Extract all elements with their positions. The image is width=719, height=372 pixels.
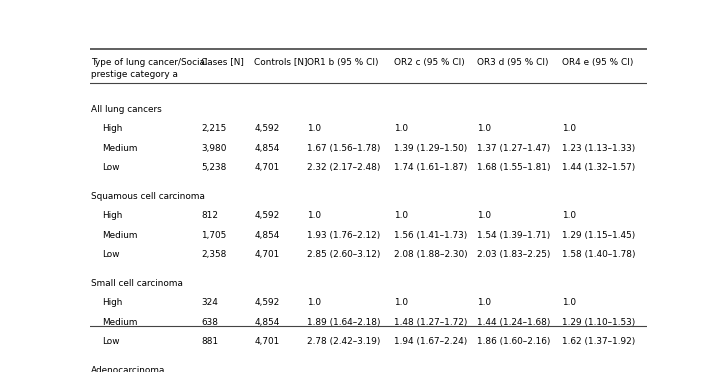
Text: 1.74 (1.61–1.87): 1.74 (1.61–1.87) [393, 163, 467, 172]
Text: OR4 e (95 % CI): OR4 e (95 % CI) [562, 58, 633, 67]
Text: 1.86 (1.60–2.16): 1.86 (1.60–2.16) [477, 337, 551, 346]
Text: 881: 881 [201, 337, 219, 346]
Text: 1.56 (1.41–1.73): 1.56 (1.41–1.73) [393, 231, 467, 240]
Text: 1.54 (1.39–1.71): 1.54 (1.39–1.71) [477, 231, 551, 240]
Text: Controls [N]: Controls [N] [255, 58, 308, 67]
Text: 1.0: 1.0 [562, 211, 577, 220]
Text: 2.78 (2.42–3.19): 2.78 (2.42–3.19) [307, 337, 380, 346]
Text: 4,854: 4,854 [255, 318, 280, 327]
Text: 2,358: 2,358 [201, 250, 226, 259]
Text: 2.08 (1.88–2.30): 2.08 (1.88–2.30) [393, 250, 467, 259]
Text: 1.93 (1.76–2.12): 1.93 (1.76–2.12) [307, 231, 380, 240]
Text: OR1 b (95 % CI): OR1 b (95 % CI) [307, 58, 379, 67]
Text: 2.32 (2.17–2.48): 2.32 (2.17–2.48) [307, 163, 380, 172]
Text: 1.0: 1.0 [477, 211, 491, 220]
Text: 1.0: 1.0 [307, 124, 321, 133]
Text: 1.67 (1.56–1.78): 1.67 (1.56–1.78) [307, 144, 380, 153]
Text: 1.0: 1.0 [477, 124, 491, 133]
Text: 4,701: 4,701 [255, 163, 280, 172]
Text: 1.44 (1.32–1.57): 1.44 (1.32–1.57) [562, 163, 636, 172]
Text: 1.0: 1.0 [477, 298, 491, 307]
Text: prestige category a: prestige category a [91, 70, 178, 79]
Text: 1.0: 1.0 [307, 211, 321, 220]
Text: 1.0: 1.0 [562, 298, 577, 307]
Text: 1.0: 1.0 [393, 211, 408, 220]
Text: 1.29 (1.10–1.53): 1.29 (1.10–1.53) [562, 318, 636, 327]
Text: 2.85 (2.60–3.12): 2.85 (2.60–3.12) [307, 250, 380, 259]
Text: Low: Low [102, 163, 119, 172]
Text: 1.89 (1.64–2.18): 1.89 (1.64–2.18) [307, 318, 380, 327]
Text: 1.44 (1.24–1.68): 1.44 (1.24–1.68) [477, 318, 551, 327]
Text: 1.0: 1.0 [393, 124, 408, 133]
Text: 812: 812 [201, 211, 219, 220]
Text: 1.23 (1.13–1.33): 1.23 (1.13–1.33) [562, 144, 636, 153]
Text: Small cell carcinoma: Small cell carcinoma [91, 279, 183, 288]
Text: 5,238: 5,238 [201, 163, 226, 172]
Text: 1.39 (1.29–1.50): 1.39 (1.29–1.50) [393, 144, 467, 153]
Text: Squamous cell carcinoma: Squamous cell carcinoma [91, 192, 205, 201]
Text: High: High [102, 124, 122, 133]
Text: 4,701: 4,701 [255, 250, 280, 259]
Text: 4,854: 4,854 [255, 231, 280, 240]
Text: 1.0: 1.0 [562, 124, 577, 133]
Text: 1.37 (1.27–1.47): 1.37 (1.27–1.47) [477, 144, 551, 153]
Text: Cases [N]: Cases [N] [201, 58, 244, 67]
Text: 1.58 (1.40–1.78): 1.58 (1.40–1.78) [562, 250, 636, 259]
Text: 4,592: 4,592 [255, 211, 280, 220]
Text: Low: Low [102, 250, 119, 259]
Text: 1,705: 1,705 [201, 231, 226, 240]
Text: Medium: Medium [102, 144, 137, 153]
Text: All lung cancers: All lung cancers [91, 105, 162, 114]
Text: 4,592: 4,592 [255, 298, 280, 307]
Text: OR2 c (95 % CI): OR2 c (95 % CI) [393, 58, 464, 67]
Text: 4,701: 4,701 [255, 337, 280, 346]
Text: 1.0: 1.0 [307, 298, 321, 307]
Text: Medium: Medium [102, 318, 137, 327]
Text: Low: Low [102, 337, 119, 346]
Text: 2,215: 2,215 [201, 124, 226, 133]
Text: OR3 d (95 % CI): OR3 d (95 % CI) [477, 58, 549, 67]
Text: 1.0: 1.0 [393, 298, 408, 307]
Text: Medium: Medium [102, 231, 137, 240]
Text: Adenocarcinoma: Adenocarcinoma [91, 366, 165, 372]
Text: 1.29 (1.15–1.45): 1.29 (1.15–1.45) [562, 231, 636, 240]
Text: 2.03 (1.83–2.25): 2.03 (1.83–2.25) [477, 250, 551, 259]
Text: 3,980: 3,980 [201, 144, 226, 153]
Text: Type of lung cancer/Social: Type of lung cancer/Social [91, 58, 207, 67]
Text: 1.48 (1.27–1.72): 1.48 (1.27–1.72) [393, 318, 467, 327]
Text: High: High [102, 211, 122, 220]
Text: 1.62 (1.37–1.92): 1.62 (1.37–1.92) [562, 337, 636, 346]
Text: 4,592: 4,592 [255, 124, 280, 133]
Text: High: High [102, 298, 122, 307]
Text: 324: 324 [201, 298, 218, 307]
Text: 1.94 (1.67–2.24): 1.94 (1.67–2.24) [393, 337, 467, 346]
Text: 638: 638 [201, 318, 219, 327]
Text: 1.68 (1.55–1.81): 1.68 (1.55–1.81) [477, 163, 551, 172]
Text: 4,854: 4,854 [255, 144, 280, 153]
